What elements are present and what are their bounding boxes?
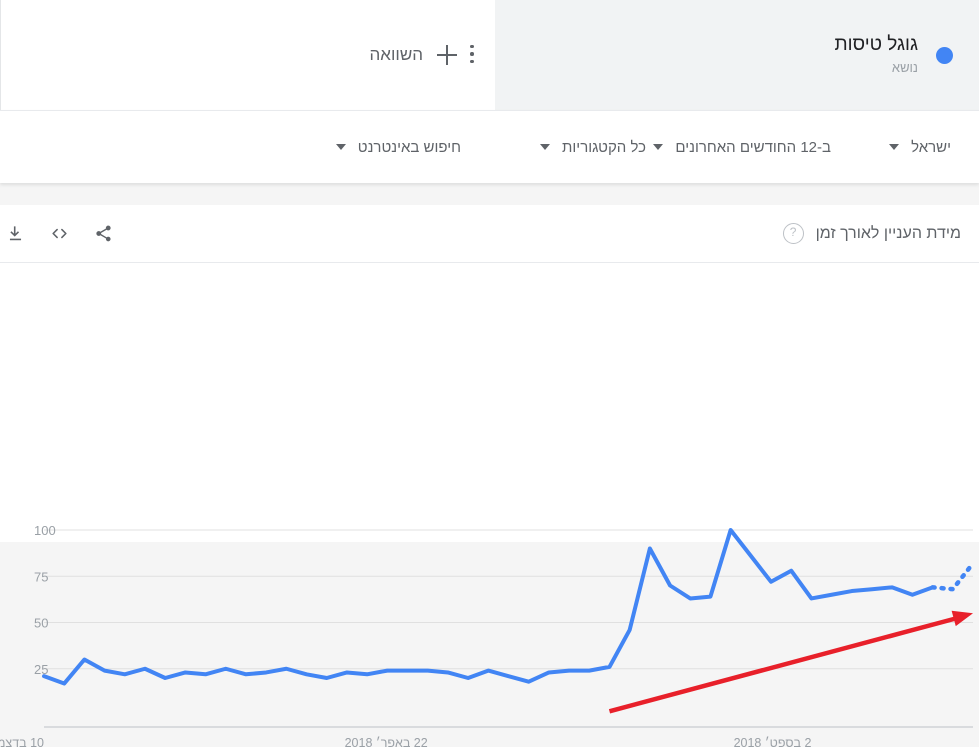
filter-category[interactable]: כל הקטגוריות: [540, 139, 646, 156]
card-tools: [0, 205, 118, 262]
plus-icon: [437, 45, 457, 65]
chevron-down-icon: [335, 144, 346, 150]
header: השוואה גוגל טיסות נושא: [0, 0, 979, 110]
x-axis-tick-label: 22 באפר׳ 2018: [345, 736, 428, 747]
y-axis-tick-label: 75: [34, 569, 48, 584]
filter-search-type[interactable]: חיפוש באינטרנט: [335, 138, 461, 156]
filter-search-type-label: חיפוש באינטרנט: [357, 138, 461, 156]
card-header: מידת העניין לאורך זמן ?: [0, 205, 979, 263]
filter-location[interactable]: ישראל: [889, 139, 951, 156]
add-comparison-button[interactable]: השוואה: [364, 44, 463, 66]
x-axis-tick-label: 2 בספט׳ 2018: [734, 736, 812, 747]
chevron-down-icon: [540, 144, 551, 150]
x-axis-tick-label: 10 בדצמ׳ 2017: [0, 736, 44, 747]
trend-arrow-annotation: [608, 610, 973, 714]
search-term-title: גוגל טיסות: [834, 33, 918, 55]
filter-category-label: כל הקטגוריות: [562, 138, 646, 156]
y-axis-tick-label: 25: [34, 662, 48, 677]
filter-bar: ישראל ב-12 החודשים האחרונים כל הקטגוריות: [0, 110, 979, 183]
chevron-down-icon: [653, 144, 664, 150]
series-color-dot: [936, 46, 953, 64]
chevron-down-icon: [889, 144, 900, 150]
share-icon[interactable]: [88, 219, 118, 249]
filter-time-range[interactable]: ב-12 החודשים האחרונים: [653, 139, 831, 156]
interest-over-time-chart: 25 50 75 100 10 בדצמ׳ 2017 22 באפר׳ 2018 2 בספ…: [0, 467, 979, 747]
kebab-menu-icon[interactable]: [461, 38, 483, 70]
card-title: מידת העניין לאורך זמן: [815, 224, 961, 242]
interest-over-time-card: מידת העניין לאורך זמן ?: [0, 205, 979, 747]
help-icon[interactable]: ?: [782, 223, 804, 244]
add-comparison-label: השוואה: [369, 45, 423, 64]
search-term-type: נושא: [891, 59, 918, 75]
y-axis-tick-label: 100: [34, 523, 56, 538]
filter-location-label: ישראל: [911, 138, 951, 156]
filter-time-range-label: ב-12 החודשים האחרונים: [675, 138, 831, 156]
compare-card: השוואה: [0, 0, 495, 110]
embed-code-icon[interactable]: [44, 219, 74, 249]
search-term-chip[interactable]: גוגל טיסות נושא: [495, 0, 979, 110]
y-axis-tick-label: 50: [34, 616, 48, 631]
download-icon[interactable]: [0, 219, 30, 249]
